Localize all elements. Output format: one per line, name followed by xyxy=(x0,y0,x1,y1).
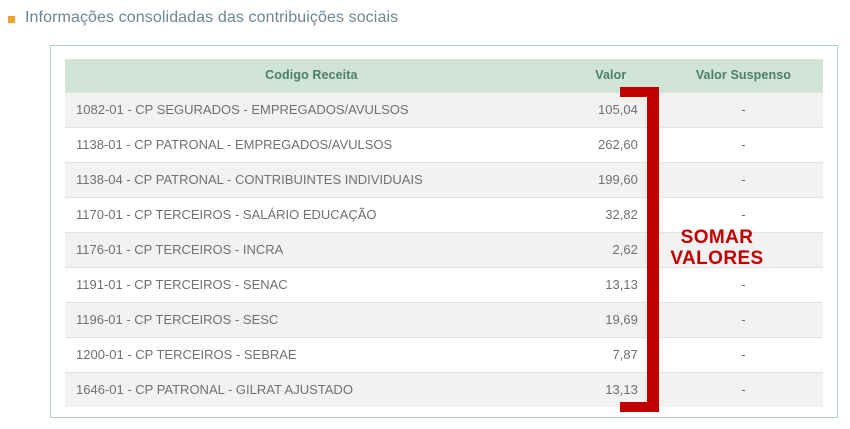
cell-codigo: 1196-01 - CP TERCEIROS - SESC xyxy=(65,301,558,337)
table-row: 1200-01 - CP TERCEIROS - SEBRAE 7,87- xyxy=(65,336,823,372)
cell-suspenso: - xyxy=(663,231,823,267)
cell-suspenso: - xyxy=(663,126,823,162)
cell-suspenso: - xyxy=(663,161,823,197)
cell-valor: 19,69 xyxy=(557,301,664,337)
cell-codigo: 1646-01 - CP PATRONAL - GILRAT AJUSTADO xyxy=(65,371,558,407)
cell-suspenso: - xyxy=(663,266,823,302)
col-header-valor: Valor xyxy=(557,59,664,92)
table-body: 1082-01 - CP SEGURADOS - EMPREGADOS/AVUL… xyxy=(65,91,823,407)
cell-codigo: 1191-01 - CP TERCEIROS - SENAC xyxy=(65,266,558,302)
annotation-line-1: SOMAR xyxy=(680,227,754,248)
section-title: Informações consolidadas das contribuiçõ… xyxy=(8,9,398,27)
annotation-label: SOMAR VALORES xyxy=(652,227,782,269)
col-header-valor-suspenso: Valor Suspenso xyxy=(663,59,823,92)
table-row: 1196-01 - CP TERCEIROS - SESC 19,69- xyxy=(65,301,823,337)
cell-codigo: 1138-04 - CP PATRONAL - CONTRIBUINTES IN… xyxy=(65,161,558,197)
cell-suspenso: - xyxy=(663,196,823,232)
section-title-text: Informações consolidadas das contribuiçõ… xyxy=(25,9,399,26)
table-row: 1176-01 - CP TERCEIROS - INCRA 2,62- xyxy=(65,231,823,267)
cell-suspenso: - xyxy=(663,91,823,127)
cell-valor: 105,04 xyxy=(557,91,664,127)
table-row: 1138-04 - CP PATRONAL - CONTRIBUINTES IN… xyxy=(65,161,823,197)
annotation-bracket xyxy=(620,87,659,412)
cell-valor: 7,87 xyxy=(557,336,664,372)
table-row: 1082-01 - CP SEGURADOS - EMPREGADOS/AVUL… xyxy=(65,91,823,127)
cell-suspenso: - xyxy=(663,336,823,372)
col-header-codigo-receita: Codigo Receita xyxy=(65,59,558,92)
cell-valor: 2,62 xyxy=(557,231,664,267)
cell-valor: 199,60 xyxy=(557,161,664,197)
cell-codigo: 1138-01 - CP PATRONAL - EMPREGADOS/AVULS… xyxy=(65,126,558,162)
cell-valor: 13,13 xyxy=(557,266,664,302)
table-row: 1191-01 - CP TERCEIROS - SENAC 13,13- xyxy=(65,266,823,302)
table-row: 1170-01 - CP TERCEIROS - SALÁRIO EDUCAÇÃ… xyxy=(65,196,823,232)
cell-codigo: 1200-01 - CP TERCEIROS - SEBRAE xyxy=(65,336,558,372)
bullet-icon xyxy=(8,15,15,23)
annotation-line-2: VALORES xyxy=(670,248,764,269)
cell-valor: 13,13 xyxy=(557,371,664,407)
cell-codigo: 1170-01 - CP TERCEIROS - SALÁRIO EDUCAÇÃ… xyxy=(65,196,558,232)
cell-valor: 32,82 xyxy=(557,196,664,232)
cell-codigo: 1176-01 - CP TERCEIROS - INCRA xyxy=(65,231,558,267)
cell-suspenso: - xyxy=(663,301,823,337)
contributions-table: Codigo Receita Valor Valor Suspenso 1082… xyxy=(65,59,823,407)
table-header-row: Codigo Receita Valor Valor Suspenso xyxy=(65,59,823,92)
cell-codigo: 1082-01 - CP SEGURADOS - EMPREGADOS/AVUL… xyxy=(65,91,558,127)
cell-suspenso: - xyxy=(663,371,823,407)
cell-valor: 262,60 xyxy=(557,126,664,162)
contributions-card: Codigo Receita Valor Valor Suspenso 1082… xyxy=(50,45,838,418)
table-row: 1646-01 - CP PATRONAL - GILRAT AJUSTADO 1… xyxy=(65,371,823,407)
table-row: 1138-01 - CP PATRONAL - EMPREGADOS/AVULS… xyxy=(65,126,823,162)
